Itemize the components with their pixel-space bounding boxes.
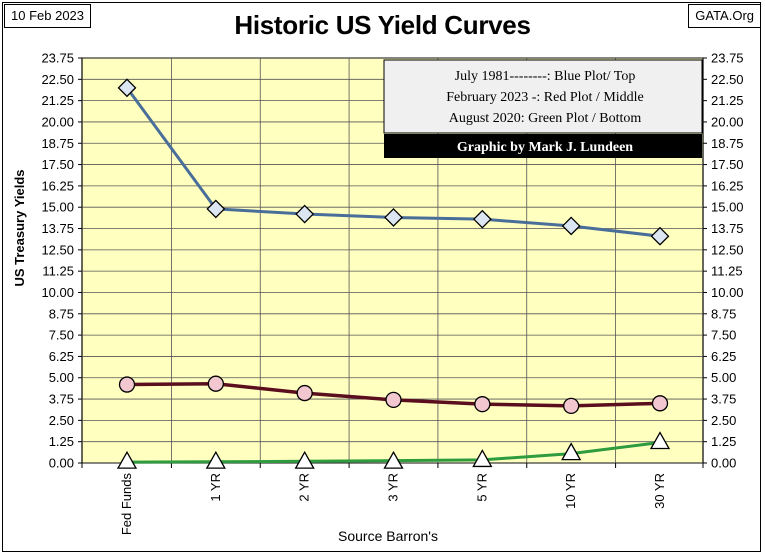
data-point-triangle xyxy=(205,450,226,469)
y-tick-label: 0.00 xyxy=(711,456,736,471)
x-tick-label: 2 YR xyxy=(297,473,312,502)
data-point-diamond xyxy=(472,209,492,229)
y-tick-label: 18.75 xyxy=(711,136,744,151)
y-tick-label: 20.00 xyxy=(711,114,744,129)
data-point-circle xyxy=(385,391,402,409)
y-tick-label: 0.00 xyxy=(49,456,74,471)
data-point-triangle xyxy=(561,442,582,461)
data-point-triangle xyxy=(472,449,493,468)
data-point-circle xyxy=(474,396,491,413)
y-tick-label: 2.50 xyxy=(49,413,74,428)
y-tick-label: 15.00 xyxy=(41,200,74,215)
x-tick-label: 10 YR xyxy=(563,473,578,509)
y-tick-label: 18.75 xyxy=(41,136,74,151)
y-tick-label: 15.00 xyxy=(711,200,744,215)
legend-entry-green: August 2020: Green Plot / Bottom xyxy=(449,111,642,126)
y-tick-label: 23.75 xyxy=(711,51,744,66)
y-tick-label: 10.00 xyxy=(711,285,744,300)
credit-banner xyxy=(384,134,702,158)
chart-title: Historic US Yield Curves xyxy=(234,10,531,40)
y-tick-label: 16.25 xyxy=(41,178,74,193)
legend-entry-red: February 2023 -: Red Plot / Middle xyxy=(446,90,644,105)
legend: July 1981--------: Blue Plot/ Top Februa… xyxy=(383,59,703,158)
legend-box xyxy=(383,59,703,134)
x-tick-label: 1 YR xyxy=(208,473,223,502)
data-point-triangle xyxy=(383,450,404,469)
y-tick-label: 23.75 xyxy=(41,51,74,66)
y-tick-label: 22.50 xyxy=(711,72,744,87)
y-tick-label: 17.50 xyxy=(711,157,744,172)
x-axis: Fed Funds 1 YR 2 YR 3 YR 5 YR 10 YR 30 YR xyxy=(81,463,704,536)
data-point-diamond xyxy=(117,78,137,98)
y-tick-label: 11.25 xyxy=(42,264,74,279)
y-tick-label: 3.75 xyxy=(49,392,74,407)
y-tick-label: 21.25 xyxy=(41,93,74,108)
y-tick-label: 7.50 xyxy=(711,328,736,343)
date-badge: 10 Feb 2023 xyxy=(4,4,92,28)
data-point-diamond xyxy=(561,216,581,236)
y-tick-label: 13.75 xyxy=(41,221,74,236)
y-tick-label: 8.75 xyxy=(49,306,74,321)
y-tick-label: 12.50 xyxy=(711,242,744,257)
x-axis-title: Source Barron's xyxy=(338,528,438,544)
y-tick-label: 12.50 xyxy=(41,242,74,257)
y-tick-label: 20.00 xyxy=(41,114,74,129)
data-point-triangle xyxy=(649,431,671,450)
y-tick-label: 5.00 xyxy=(49,370,74,385)
y-tick-label: 13.75 xyxy=(711,221,744,236)
data-point-circle xyxy=(296,384,313,402)
legend-entry-blue: July 1981--------: Blue Plot/ Top xyxy=(455,69,636,84)
y-tick-label: 21.25 xyxy=(711,93,744,108)
data-point-triangle xyxy=(294,450,315,469)
y-axis-title: US Treasury Yields xyxy=(12,169,27,286)
data-point-diamond xyxy=(295,204,315,224)
data-point-diamond xyxy=(206,199,226,219)
y-tick-label: 3.75 xyxy=(711,392,736,407)
y-axis-left: 0.00 1.25 2.50 3.75 5.00 6.25 7.50 8.75 10.00 11.… xyxy=(41,51,82,471)
y-tick-label: 8.75 xyxy=(711,306,736,321)
series-layer xyxy=(116,78,671,469)
y-axis-right: 0.00 1.25 2.50 3.75 5.00 6.25 7.50 8.75 10.00 11.… xyxy=(703,51,744,471)
y-tick-label: 22.50 xyxy=(41,72,74,87)
y-tick-label: 7.50 xyxy=(49,328,74,343)
y-tick-label: 17.50 xyxy=(41,157,74,172)
y-tick-label: 11.25 xyxy=(711,264,743,279)
source-badge: GATA.Org xyxy=(688,4,761,28)
y-tick-label: 1.25 xyxy=(711,434,736,449)
x-tick-label: Fed Funds xyxy=(119,473,134,536)
y-tick-label: 2.50 xyxy=(711,413,736,428)
y-tick-label: 1.25 xyxy=(49,434,74,449)
data-point-diamond xyxy=(384,208,403,227)
data-point-circle xyxy=(207,375,224,392)
data-point-circle xyxy=(563,397,580,415)
x-tick-label: 5 YR xyxy=(474,473,489,502)
data-point-circle xyxy=(118,376,136,393)
y-tick-label: 16.25 xyxy=(711,178,744,193)
y-tick-label: 6.25 xyxy=(49,349,74,364)
x-tick-label: 3 YR xyxy=(386,473,401,502)
y-tick-label: 10.00 xyxy=(41,285,74,300)
data-point-diamond xyxy=(650,226,670,246)
data-point-circle xyxy=(651,395,669,412)
x-tick-label: 30 YR xyxy=(652,473,667,509)
credit-text: Graphic by Mark J. Lundeen xyxy=(457,140,633,155)
data-point-triangle xyxy=(116,450,138,469)
y-tick-label: 5.00 xyxy=(711,370,736,385)
y-tick-label: 6.25 xyxy=(711,349,736,364)
